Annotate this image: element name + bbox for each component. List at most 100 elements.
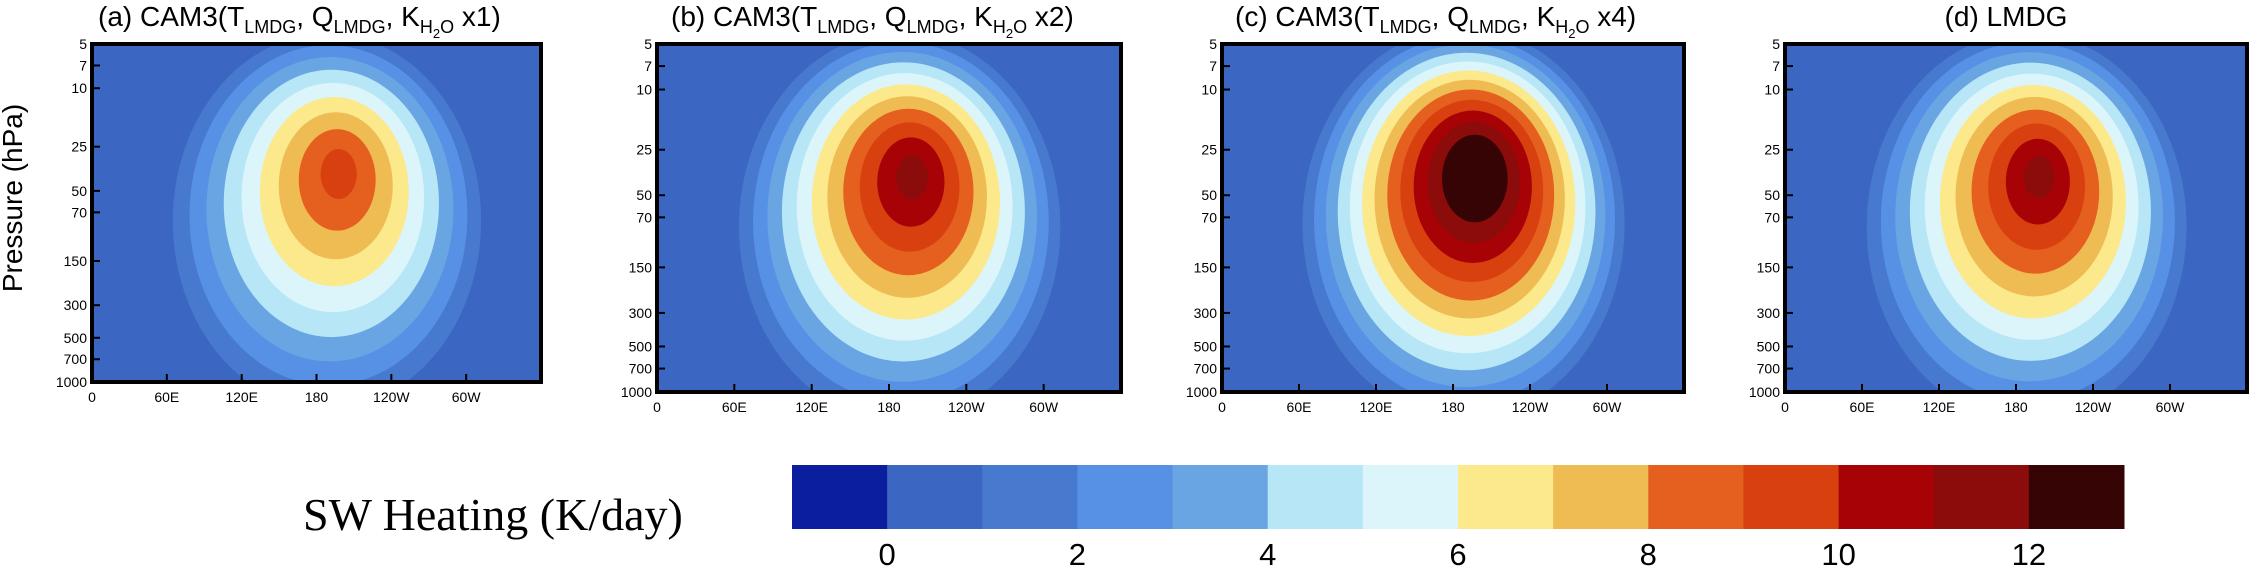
- panel-title: (c) CAM3(TLMDG, QLMDG, KH2O x4): [1235, 1, 1636, 41]
- y-tick-label: 25: [1201, 142, 1217, 158]
- colorbar-swatch: [1838, 465, 1935, 529]
- colorbar-tick-label: 4: [1259, 537, 1276, 572]
- x-tick-label: 60E: [154, 389, 179, 405]
- heating-field: [92, 44, 541, 382]
- y-tick-label: 50: [1201, 187, 1217, 203]
- heating-field: [1222, 44, 1684, 392]
- colorbar-tick-label: 12: [2012, 537, 2046, 572]
- colorbar-swatch: [1648, 465, 1744, 529]
- y-tick-label: 5: [1772, 36, 1780, 52]
- panel-title: (b) CAM3(TLMDG, QLMDG, KH2O x2): [671, 1, 1074, 41]
- y-tick-label: 10: [71, 80, 87, 96]
- contour-level: [1442, 134, 1508, 223]
- colorbar-swatch: [1267, 465, 1364, 529]
- y-tick-label: 70: [1764, 209, 1780, 225]
- y-tick-label: 50: [636, 187, 652, 203]
- y-tick-label: 150: [64, 253, 88, 269]
- x-tick-label: 0: [88, 389, 96, 405]
- x-tick-label: 180: [305, 389, 329, 405]
- colorbar-label: SW Heating (K/day): [303, 489, 683, 540]
- y-tick-label: 300: [64, 297, 88, 313]
- colorbar-swatch: [1077, 465, 1174, 529]
- x-tick-label: 60E: [1287, 399, 1312, 415]
- y-tick-label: 300: [629, 305, 653, 321]
- y-tick-label: 25: [71, 139, 87, 155]
- y-tick-label: 1000: [56, 374, 87, 390]
- y-tick-label: 50: [71, 183, 87, 199]
- colorbar: 0 2 4 6 8 10 12: [792, 465, 2125, 572]
- y-tick-label: 10: [1764, 82, 1780, 98]
- y-tick-label: 7: [644, 58, 652, 74]
- y-tick-label: 500: [629, 338, 653, 354]
- contour-level: [320, 149, 357, 199]
- colorbar-tick-label: 6: [1449, 537, 1466, 572]
- y-tick-label: 10: [636, 82, 652, 98]
- y-tick-label: 5: [644, 36, 652, 52]
- colorbar-tick-label: 10: [1821, 537, 1855, 572]
- x-tick-label: 60E: [1850, 399, 1875, 415]
- x-tick-label: 0: [1218, 399, 1226, 415]
- y-tick-label: 70: [636, 209, 652, 225]
- heating-field: [1785, 44, 2247, 392]
- y-tick-label: 700: [1757, 361, 1781, 377]
- y-tick-label: 150: [629, 259, 653, 275]
- colorbar-swatch: [1172, 465, 1269, 529]
- x-tick-label: 120W: [948, 399, 985, 415]
- y-tick-label: 1000: [1186, 384, 1217, 400]
- y-tick-label: 7: [1209, 58, 1217, 74]
- y-tick-label: 500: [1757, 338, 1781, 354]
- y-tick-label: 700: [629, 361, 653, 377]
- colorbar-swatch: [982, 465, 1078, 529]
- y-tick-label: 300: [1757, 305, 1781, 321]
- y-tick-label: 10: [1201, 82, 1217, 98]
- colorbar-tick-label: 2: [1069, 537, 1086, 572]
- panel-title: (a) CAM3(TLMDG, QLMDG, KH2O x1): [98, 1, 501, 41]
- y-tick-label: 500: [64, 330, 88, 346]
- y-tick-label: 150: [1194, 259, 1218, 275]
- y-tick-label: 1000: [1749, 384, 1780, 400]
- y-tick-label: 500: [1194, 338, 1218, 354]
- x-tick-label: 0: [653, 399, 661, 415]
- y-tick-label: 70: [71, 204, 87, 220]
- colorbar-swatch: [1458, 465, 1554, 529]
- y-tick-label: 7: [1772, 58, 1780, 74]
- y-tick-label: 300: [1194, 305, 1218, 321]
- x-tick-label: 60W: [1029, 399, 1059, 415]
- y-tick-label: 50: [1764, 187, 1780, 203]
- y-tick-label: 25: [636, 142, 652, 158]
- x-tick-label: 120E: [225, 389, 258, 405]
- y-tick-label: 7: [79, 57, 87, 73]
- colorbar-swatch: [1553, 465, 1649, 529]
- x-tick-label: 180: [2004, 399, 2028, 415]
- x-tick-label: 120E: [1923, 399, 1956, 415]
- contour-level: [896, 155, 928, 200]
- x-tick-label: 120E: [795, 399, 828, 415]
- x-tick-label: 120E: [1360, 399, 1393, 415]
- y-tick-label: 25: [1764, 142, 1780, 158]
- x-tick-label: 60W: [452, 389, 482, 405]
- colorbar-tick-label: 8: [1640, 537, 1657, 572]
- x-tick-label: 60E: [722, 399, 747, 415]
- x-tick-label: 60W: [1593, 399, 1623, 415]
- x-tick-label: 0: [1781, 399, 1789, 415]
- x-tick-label: 120W: [373, 389, 410, 405]
- y-tick-label: 150: [1757, 259, 1781, 275]
- colorbar-swatch: [2028, 465, 2125, 529]
- x-tick-label: 180: [877, 399, 901, 415]
- colorbar-swatch: [792, 465, 888, 529]
- colorbar-swatch: [887, 465, 983, 529]
- colorbar-swatch: [1933, 465, 2030, 529]
- y-tick-label: 700: [1194, 361, 1218, 377]
- heating-field: [657, 44, 1121, 392]
- y-axis-label: Pressure (hPa): [0, 104, 28, 292]
- colorbar-swatch: [1743, 465, 1840, 529]
- colorbar-swatch: [1362, 465, 1459, 529]
- colorbar-tick-label: 0: [879, 537, 896, 572]
- x-tick-label: 120W: [2075, 399, 2112, 415]
- y-tick-label: 1000: [621, 384, 652, 400]
